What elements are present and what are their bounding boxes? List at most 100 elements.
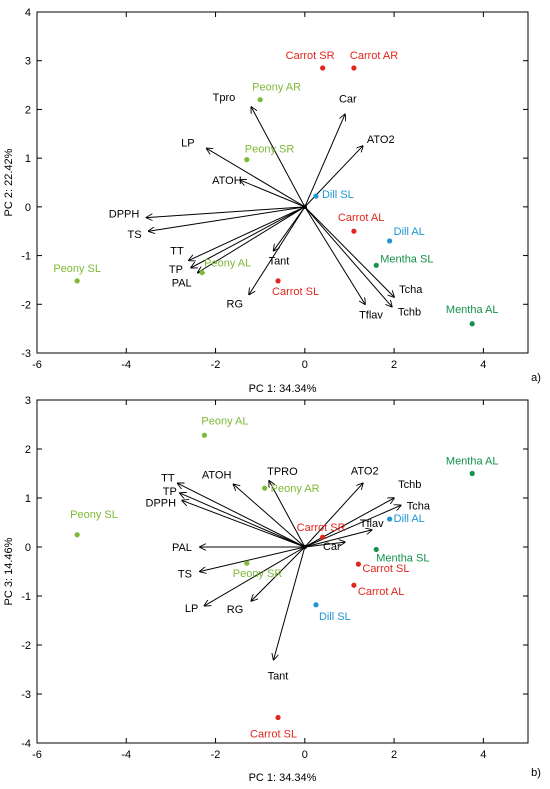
score-point-label: Dill SL bbox=[322, 189, 354, 201]
x-tick-label: -2 bbox=[211, 749, 221, 761]
loading-arrow bbox=[178, 483, 306, 548]
loading-arrow bbox=[304, 114, 345, 208]
score-point-label: Peony SL bbox=[70, 509, 118, 521]
x-tick-label: -4 bbox=[121, 749, 131, 761]
score-point-label: Mentha AL bbox=[446, 456, 499, 468]
loading-label: DPPH bbox=[146, 497, 177, 509]
score-point-label: Dill AL bbox=[394, 513, 425, 525]
loading-label: TS bbox=[178, 569, 192, 581]
score-point-label: Carrot AL bbox=[358, 586, 404, 598]
plot-frame bbox=[36, 399, 529, 744]
panel-a-pc1-pc2: -6 -4 -2 0 2 4 4 3 2 1 0 -1 -2 -3 PC 1: 34.34% PC 2: 22… bbox=[3, 7, 541, 395]
loading-arrow bbox=[180, 493, 306, 548]
loading-label: Tflav bbox=[359, 309, 383, 321]
score-point-label: Mentha SL bbox=[376, 552, 429, 564]
x-tick-label: 0 bbox=[302, 749, 308, 761]
y-tick-label: 2 bbox=[25, 444, 31, 456]
x-tick-label: 4 bbox=[480, 749, 486, 761]
loading-label: Tant bbox=[268, 671, 289, 683]
score-point bbox=[313, 602, 319, 608]
score-point-label: Peony AL bbox=[201, 415, 248, 427]
score-point bbox=[469, 470, 475, 477]
x-tick-label: 0 bbox=[302, 359, 308, 371]
score-point-label: Mentha SL bbox=[380, 253, 433, 265]
origin-marker bbox=[302, 204, 308, 210]
loading-label: TT bbox=[161, 472, 175, 484]
score-point bbox=[74, 532, 80, 538]
score-point bbox=[355, 561, 361, 567]
score-point-label: Peony SR bbox=[233, 568, 283, 580]
y-tick-label: -1 bbox=[21, 251, 31, 263]
loading-label: TP bbox=[169, 264, 183, 276]
loading-label: RG bbox=[227, 604, 244, 616]
loading-arrow bbox=[149, 206, 305, 231]
loading-arrow bbox=[304, 530, 372, 548]
score-point bbox=[387, 516, 393, 522]
score-point bbox=[351, 228, 357, 234]
loading-arrow bbox=[304, 206, 365, 304]
loading-label: Tflav bbox=[360, 518, 384, 530]
score-point bbox=[244, 560, 250, 566]
x-tick-label: -6 bbox=[32, 359, 42, 371]
score-point bbox=[373, 262, 379, 268]
panel-label: b) bbox=[531, 767, 541, 779]
score-point bbox=[199, 270, 205, 276]
score-point-label: Carrot AR bbox=[350, 50, 398, 62]
y-tick-label: -3 bbox=[21, 689, 31, 701]
loading-label: ATO2 bbox=[351, 465, 379, 477]
loading-label: PAL bbox=[172, 278, 192, 290]
loading-arrow bbox=[200, 546, 305, 572]
panel-label: a) bbox=[531, 372, 541, 384]
loading-arrow bbox=[240, 180, 306, 208]
score-point-label: Carrot AL bbox=[338, 212, 384, 224]
y-axis-label: PC 3: 14.46% bbox=[3, 537, 15, 605]
y-axis-label: PC 2: 22.42% bbox=[3, 148, 15, 216]
x-tick-label: -6 bbox=[32, 749, 42, 761]
score-points: Peony AL Mentha AL Peony AR Dill AL Peony SL… bbox=[70, 415, 498, 740]
score-point-label: Peony AL bbox=[204, 258, 251, 270]
loading-arrow bbox=[251, 107, 306, 208]
loading-label: Tchb bbox=[398, 307, 421, 319]
score-point bbox=[244, 157, 250, 163]
loading-label: Tant bbox=[269, 256, 290, 268]
score-point bbox=[275, 278, 281, 284]
y-tick-label: -2 bbox=[21, 299, 31, 311]
score-point bbox=[320, 65, 326, 71]
loading-arrow bbox=[304, 206, 392, 307]
score-point-label: Dill AL bbox=[394, 226, 425, 238]
score-point bbox=[262, 485, 268, 491]
x-axis-label: PC 1: 34.34% bbox=[249, 772, 317, 784]
loading-vectors: Tpro Car LP ATO2 ATOH DPPH TS TT TP PAL Tant RG Tfla… bbox=[109, 92, 423, 321]
loading-arrow bbox=[189, 206, 306, 261]
loading-label: Tpro bbox=[213, 92, 236, 104]
y-tick-label: -3 bbox=[21, 348, 31, 360]
score-point bbox=[351, 582, 357, 588]
loading-arrow bbox=[304, 505, 401, 548]
score-point-label: Peony AR bbox=[252, 82, 301, 94]
score-point-label: Carrot SL bbox=[250, 729, 297, 741]
score-point-label: Peony AR bbox=[271, 483, 320, 495]
loading-arrow bbox=[269, 481, 306, 548]
y-tick-label: 0 bbox=[25, 202, 31, 214]
loading-arrow bbox=[251, 546, 306, 601]
loading-label: LP bbox=[185, 603, 198, 615]
y-tick-label: 1 bbox=[25, 153, 31, 165]
y-tick-label: 2 bbox=[25, 104, 31, 116]
score-point-label: Carrot SR bbox=[297, 522, 346, 534]
score-point bbox=[387, 238, 393, 244]
score-point-label: Carrot SL bbox=[272, 286, 319, 298]
y-tick-label: 3 bbox=[25, 56, 31, 68]
loading-arrow bbox=[249, 206, 306, 295]
loading-arrow bbox=[304, 483, 363, 548]
x-tick-label: -2 bbox=[211, 359, 221, 371]
score-point bbox=[313, 193, 319, 199]
loading-label: Tchb bbox=[398, 479, 421, 491]
score-point bbox=[74, 278, 80, 284]
loading-arrow bbox=[304, 206, 394, 297]
loading-arrow bbox=[191, 206, 306, 268]
loading-arrow bbox=[182, 500, 305, 548]
loading-label: TT bbox=[170, 245, 184, 257]
loading-arrow bbox=[304, 498, 394, 548]
